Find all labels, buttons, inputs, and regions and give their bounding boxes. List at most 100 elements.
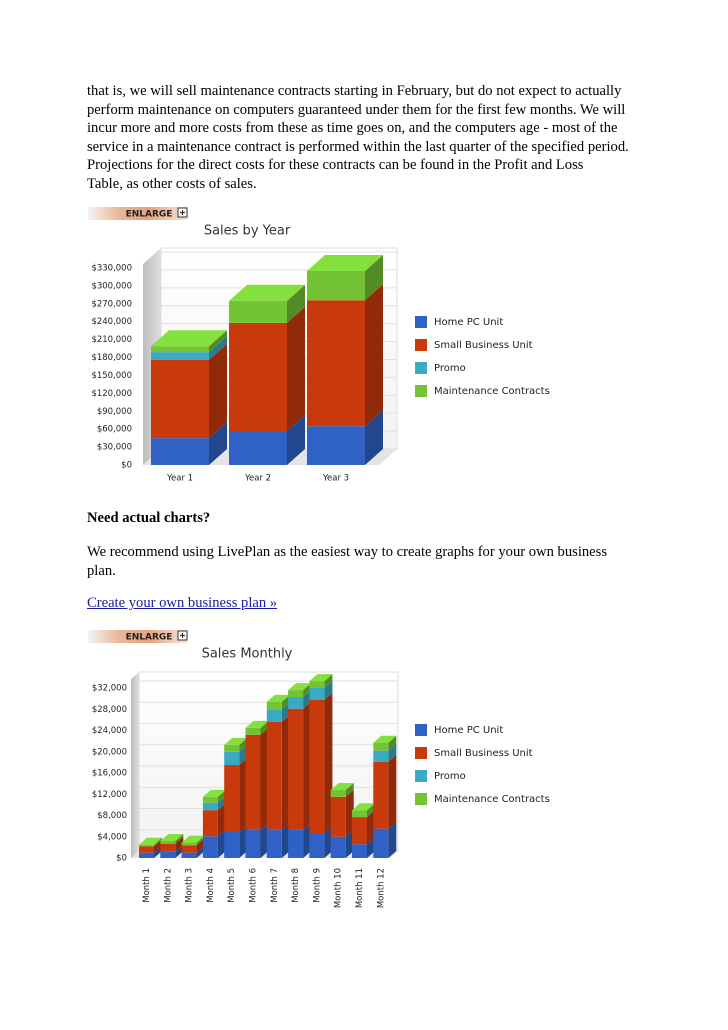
bar (229, 300, 287, 323)
bar-side (209, 336, 227, 360)
bar (373, 750, 389, 762)
bar (307, 426, 365, 465)
text-line: plan. (87, 562, 116, 579)
y-tick-label: $4,000 (97, 832, 127, 842)
bar (202, 836, 218, 858)
y-tick-label: $210,000 (91, 335, 132, 345)
bar (224, 744, 240, 752)
bar-top (373, 735, 397, 743)
bar-side (388, 735, 397, 751)
bar (139, 844, 154, 847)
chart-title: Sales Monthly (202, 647, 293, 662)
bar (151, 438, 209, 465)
x-tick-label: Year 2 (244, 474, 271, 484)
legend-label: Promo (434, 363, 466, 374)
bar-side (260, 720, 269, 735)
bar-side (196, 838, 205, 853)
enlarge-label: ENLARGE (126, 633, 173, 643)
legend-label: Maintenance Contracts (434, 386, 550, 397)
x-tick-label: Month 6 (249, 868, 259, 903)
bar (309, 688, 325, 700)
enlarge-button (88, 207, 188, 220)
bar (224, 751, 240, 766)
legend-swatch (415, 362, 427, 374)
bar (288, 708, 304, 830)
bar-side (367, 810, 375, 845)
bar-side (175, 844, 184, 858)
text-line: Projections for the direct costs for the… (87, 157, 584, 173)
legend-label: Small Business Unit (434, 748, 533, 759)
heading: Need actual charts? (87, 510, 211, 526)
bar-top (202, 789, 226, 797)
chart-title: Sales by Year (204, 224, 291, 239)
bar (151, 346, 209, 353)
y-tick-label: $28,000 (92, 705, 127, 715)
text-line: We recommend using LivePlan as the easie… (87, 544, 608, 560)
bar-side (303, 701, 312, 830)
bar-top (245, 720, 269, 728)
bar-side (281, 822, 290, 858)
bar-side (217, 829, 226, 858)
bar (224, 831, 240, 858)
bar (352, 810, 367, 818)
bar (288, 697, 304, 709)
bar-top (309, 674, 333, 682)
bar-side (388, 754, 397, 829)
legend-swatch (415, 793, 427, 805)
bar (330, 836, 346, 858)
bar (202, 802, 218, 811)
x-tick-label: Year 3 (322, 474, 349, 484)
bar-side (217, 795, 226, 811)
bar-side (324, 692, 333, 834)
bar-top (151, 330, 227, 347)
bar-side (209, 422, 227, 465)
bar (309, 833, 325, 858)
bar (160, 851, 176, 858)
bar-side (303, 690, 312, 709)
bar-top (160, 834, 184, 841)
bar-top (352, 803, 375, 811)
legend-label: Maintenance Contracts (434, 794, 550, 805)
bar (307, 270, 365, 301)
bar-top (229, 284, 305, 301)
bar-side (175, 836, 184, 852)
x-tick-label: Month 2 (163, 868, 173, 903)
bar-top (224, 737, 248, 745)
bar-top (266, 694, 290, 702)
y-tick-label: $0 (121, 461, 132, 471)
link[interactable]: Create your own business plan » (87, 595, 278, 611)
enlarge-icon (180, 210, 185, 215)
text-line: Table, as other costs of sales. (87, 175, 257, 192)
enlarge-label: ENLARGE (126, 210, 173, 220)
bar (202, 796, 218, 803)
bar (245, 727, 261, 735)
y-tick-label: $90,000 (97, 407, 132, 417)
bar-side (287, 414, 305, 465)
bar (330, 796, 346, 837)
text-line: perform maintenance on computers guarant… (87, 101, 626, 118)
bar-side (303, 822, 312, 858)
legend-label: Home PC Unit (434, 317, 503, 328)
x-tick-label: Year 1 (166, 474, 193, 484)
bar-side (367, 803, 375, 818)
x-tick-label: Month 5 (227, 868, 237, 903)
bar-side (303, 683, 312, 698)
y-tick-label: $120,000 (91, 389, 132, 399)
bar-side (260, 822, 269, 858)
bar (229, 322, 287, 431)
bar (151, 359, 209, 439)
y-tick-label: $330,000 (91, 264, 132, 274)
bar-side (388, 743, 397, 762)
bar (202, 810, 218, 837)
bar-top (330, 783, 354, 790)
bar (139, 852, 154, 858)
y-tick-label: $16,000 (92, 769, 127, 779)
bar (309, 681, 325, 688)
bar (181, 845, 197, 853)
bar-top (307, 254, 383, 271)
side-wall (131, 672, 139, 858)
bar-side (154, 839, 162, 853)
x-tick-label: Month 12 (376, 868, 386, 908)
